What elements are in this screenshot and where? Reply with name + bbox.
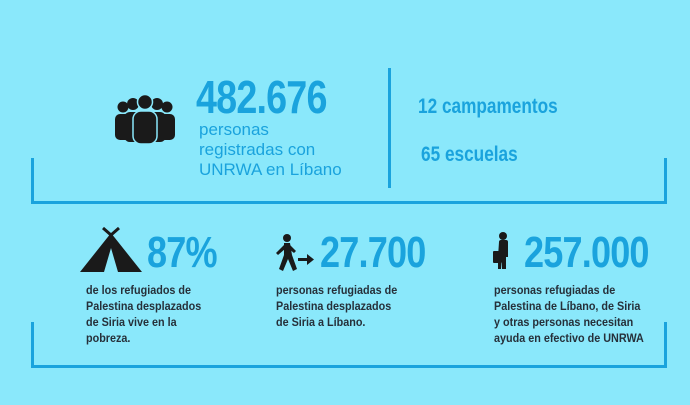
stat-value-displaced: 27.700 bbox=[320, 228, 426, 277]
tent-icon bbox=[78, 226, 144, 274]
registered-count: 482.676 bbox=[196, 71, 327, 123]
stat-text-cash-aid: personas refugiadas de Palestina de Líba… bbox=[494, 282, 644, 346]
stat-text-poverty-line-4: pobreza. bbox=[86, 331, 131, 345]
stat-text-displaced-line-2: Palestina desplazados bbox=[276, 299, 392, 313]
registered-text-line-1: personas bbox=[199, 120, 269, 139]
walking-person-icon bbox=[272, 233, 316, 273]
stat-text-cash-aid-line-1: personas refugiadas de bbox=[494, 283, 616, 297]
top-divider bbox=[388, 68, 391, 188]
stat-value-poverty: 87% bbox=[147, 228, 218, 277]
bottom-bracket-right bbox=[664, 322, 667, 368]
stat-text-cash-aid-line-2: Palestina de Líbano, de Siria bbox=[494, 299, 641, 313]
schools-count: 65 escuelas bbox=[421, 143, 518, 166]
camps-count: 12 campamentos bbox=[418, 95, 558, 118]
people-group-icon bbox=[113, 94, 177, 144]
stat-text-displaced: personas refugiadas de Palestina desplaz… bbox=[276, 282, 397, 330]
top-bracket-left bbox=[31, 158, 34, 203]
top-bracket-right bbox=[664, 158, 667, 203]
person-with-bag-icon bbox=[490, 231, 514, 271]
stat-text-poverty: de los refugiados de Palestina desplazad… bbox=[86, 282, 201, 346]
registered-text-line-3: UNRWA en Líbano bbox=[199, 160, 342, 179]
stat-value-cash-aid: 257.000 bbox=[524, 228, 650, 277]
registered-text: personas registradas con UNRWA en Líbano bbox=[199, 120, 342, 180]
stat-text-poverty-line-3: de Siria vive en la bbox=[86, 315, 177, 329]
stat-text-displaced-line-1: personas refugiadas de bbox=[276, 283, 398, 297]
stat-text-cash-aid-line-3: y otras personas necesitan bbox=[494, 315, 634, 329]
stat-text-poverty-line-1: de los refugiados de bbox=[86, 283, 192, 297]
registered-text-line-2: registradas con bbox=[199, 140, 316, 159]
bottom-bracket-bottom bbox=[31, 365, 667, 368]
bottom-bracket-left bbox=[31, 322, 34, 368]
stat-text-displaced-line-3: de Siria a Líbano. bbox=[276, 315, 366, 329]
stat-text-cash-aid-line-4: ayuda en efectivo de UNRWA bbox=[494, 331, 644, 345]
stat-text-poverty-line-2: Palestina desplazados bbox=[86, 299, 202, 313]
top-bracket-bottom bbox=[31, 201, 667, 204]
